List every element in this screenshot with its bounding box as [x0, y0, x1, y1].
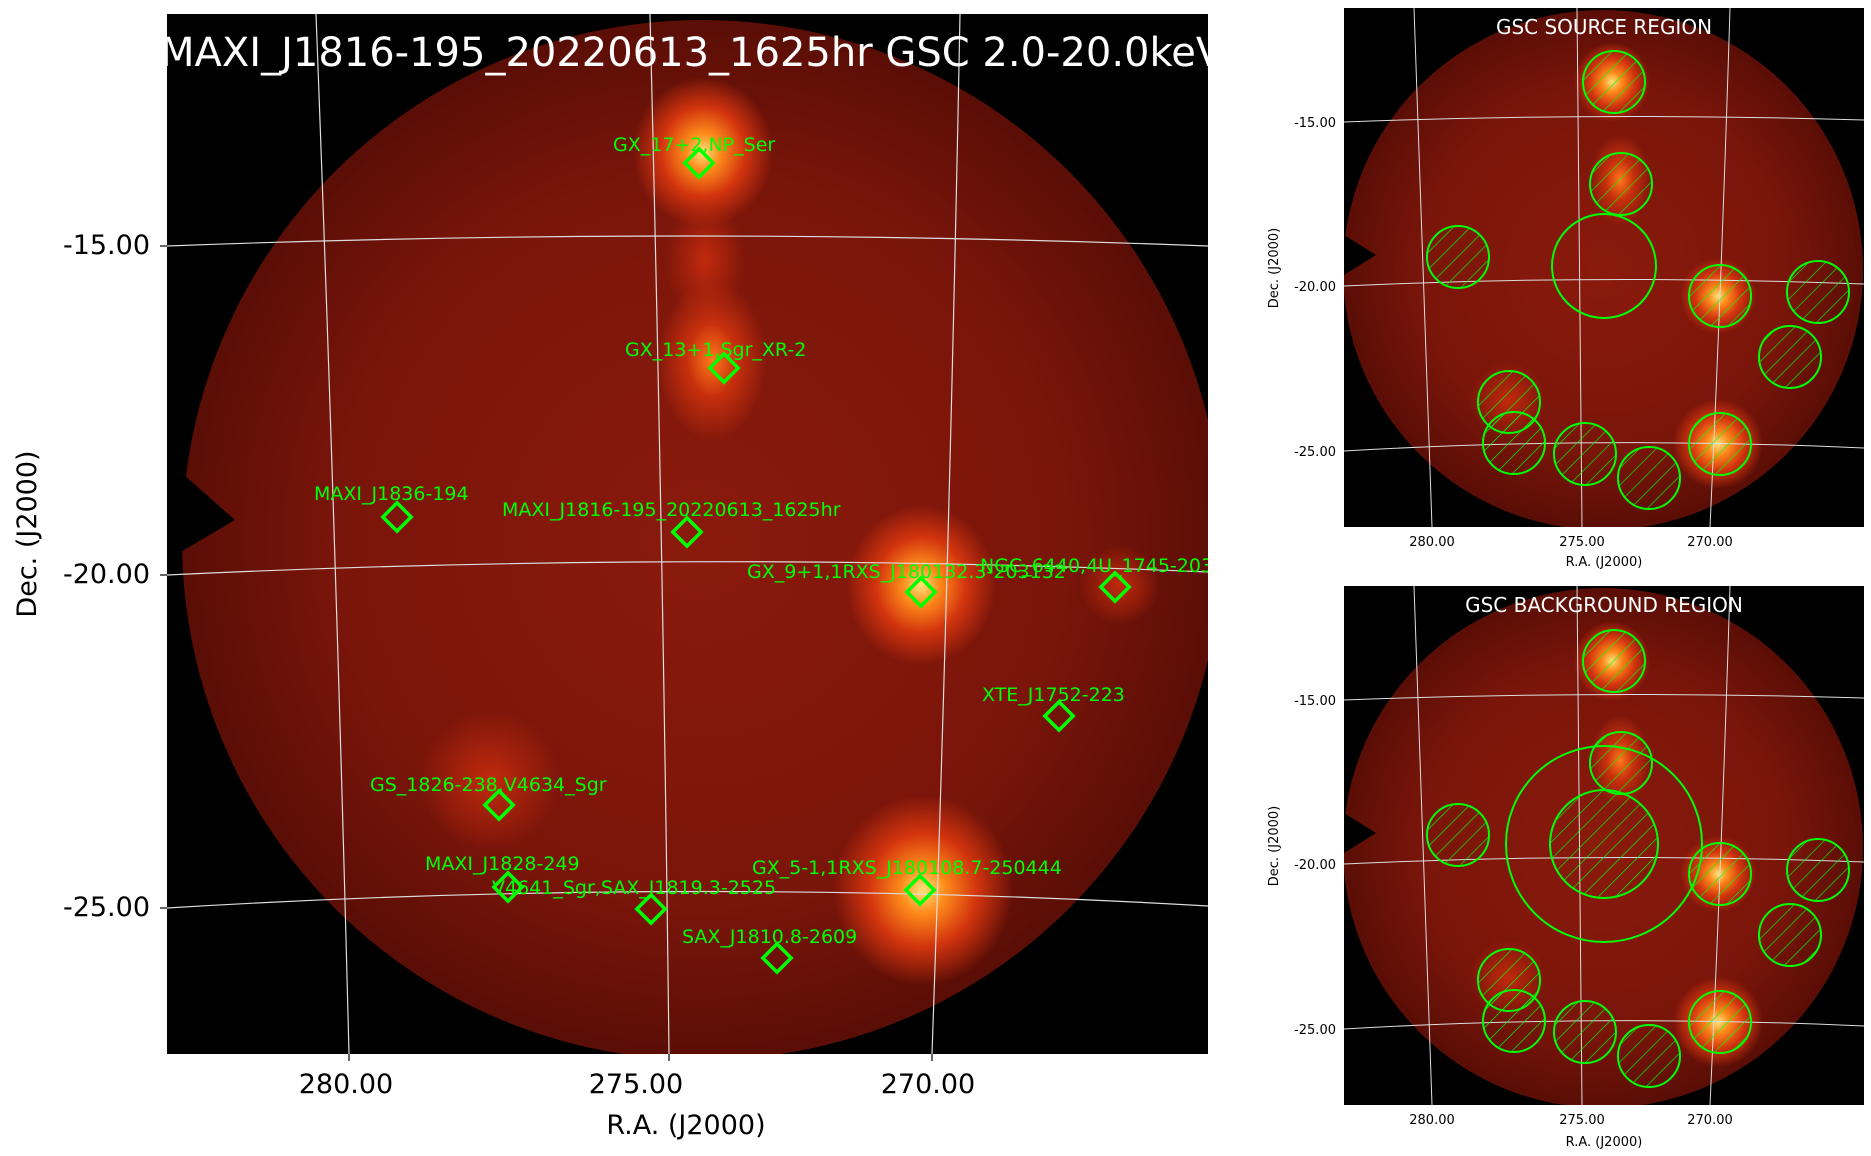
main-blob-ngc6440: [1080, 545, 1160, 625]
main-source-markers: [380, 146, 1132, 975]
background-inner-exclusion: [1549, 789, 1659, 899]
excluded-source-circle: [1589, 152, 1653, 216]
main-blob-gx5: [833, 795, 1013, 985]
y-tick-label: -15.00: [1294, 694, 1336, 709]
excluded-source-circle: [1426, 225, 1490, 289]
source-panel-y-axis-label: Dec. (J2000): [1267, 228, 1282, 308]
main-axis-ticks: [160, 245, 933, 1061]
source-panel-grid: [1344, 8, 1864, 527]
excluded-source-circle: [1617, 446, 1681, 510]
source-extraction-circle: [1551, 213, 1657, 319]
main-blob-gx9: [846, 505, 996, 665]
source-marker: [760, 941, 794, 975]
x-tick-label: 275.00: [589, 1069, 683, 1100]
main-source-labels: GX_17+2,NP_Ser GX_13+1,Sgr_XR-2 MAXI_J18…: [314, 134, 1291, 948]
y-tick-label: -20.00: [1294, 280, 1336, 295]
background-panel-title: GSC BACKGROUND REGION: [1465, 593, 1743, 617]
background-panel-regions: [1426, 629, 1850, 1088]
source-label: NGC_6440,4U_1745-203,H_1745: [980, 555, 1291, 577]
x-tick-label: 270.00: [1687, 535, 1733, 550]
x-tick-label: 275.00: [1559, 535, 1605, 550]
y-tick-label: -15.00: [1294, 116, 1336, 131]
y-tick-label: -25.00: [1294, 445, 1336, 460]
source-panel-regions: [1426, 50, 1850, 510]
excluded-source-circle: [1758, 903, 1822, 967]
main-coordinate-grid: [167, 14, 1208, 1054]
y-tick-label: -25.00: [63, 892, 150, 923]
source-marker: [707, 351, 741, 385]
excluded-source-circle: [1553, 422, 1617, 486]
y-tick-label: -20.00: [1294, 858, 1336, 873]
source-marker: [491, 870, 525, 904]
excluded-source-circle: [1688, 842, 1752, 906]
source-label: MAXI_J1836-194: [314, 483, 469, 505]
source-marker: [634, 892, 668, 926]
source-label: GS_1826-238,V4634_Sgr: [370, 774, 607, 796]
x-tick-label: 280.00: [299, 1069, 393, 1100]
source-panel-x-axis-label: R.A. (J2000): [1566, 555, 1643, 570]
excluded-source-circle: [1482, 989, 1546, 1053]
main-image-panel: GX_17+2,NP_Ser GX_13+1,Sgr_XR-2 MAXI_J18…: [12, 14, 1291, 1141]
background-region-panel: GSC BACKGROUND REGION -15.00 -20.00 -25.…: [1267, 586, 1864, 1150]
source-label: GX_17+2,NP_Ser: [613, 134, 775, 156]
excluded-source-circle: [1688, 412, 1752, 476]
source-panel-notch: [1344, 235, 1376, 275]
source-marker: [904, 575, 938, 609]
excluded-source-circle: [1758, 325, 1822, 389]
source-panel-title: GSC SOURCE REGION: [1496, 15, 1712, 39]
excluded-source-circle: [1688, 264, 1752, 328]
excluded-source-circle: [1582, 629, 1646, 693]
excluded-source-circle: [1688, 990, 1752, 1054]
background-panel-tick-labels: -15.00 -20.00 -25.00 280.00 275.00 270.0…: [1294, 694, 1733, 1128]
main-image-title: MAXI_J1816-195_20220613_1625hr GSC 2.0-2…: [160, 30, 1224, 76]
source-region-panel: GSC SOURCE REGION -15.00 -20.00 -25.00 2…: [1267, 8, 1864, 570]
source-panel-tick-labels: -15.00 -20.00 -25.00 280.00 275.00 270.0…: [1294, 116, 1733, 550]
source-label: GX_5-1,1RXS_J180108.7-250444: [752, 857, 1062, 879]
excluded-source-circle: [1582, 50, 1646, 114]
main-x-axis-label: R.A. (J2000): [606, 1110, 765, 1141]
excluded-source-circle: [1553, 1000, 1617, 1064]
main-tick-labels: -15.00 -20.00 -25.00 280.00 275.00 270.0…: [63, 230, 975, 1100]
source-label: MAXI_J1828-249: [425, 853, 580, 875]
source-marker: [380, 500, 414, 534]
y-tick-label: -25.00: [1294, 1023, 1336, 1038]
source-label: XTE_J1752-223: [982, 684, 1125, 706]
source-label: MAXI_J1816-195_20220613_1625hr: [502, 499, 841, 521]
excluded-source-circle: [1589, 731, 1653, 795]
y-tick-label: -20.00: [63, 559, 150, 590]
source-marker: [482, 788, 516, 822]
main-fov-notch: [167, 460, 235, 560]
source-marker: [1098, 570, 1132, 604]
main-blob-gs1826: [420, 710, 560, 850]
source-marker: [682, 146, 716, 180]
excluded-source-circle: [1617, 1024, 1681, 1088]
source-label: SAX_J1810.8-2609: [682, 926, 857, 948]
source-marker: [670, 515, 704, 549]
source-marker: [1042, 699, 1076, 733]
y-tick-label: -15.00: [63, 230, 150, 261]
x-tick-label: 270.00: [881, 1069, 975, 1100]
background-panel-y-axis-label: Dec. (J2000): [1267, 806, 1282, 886]
x-tick-label: 280.00: [1409, 1113, 1455, 1128]
source-marker: [903, 873, 937, 907]
source-label: GX_9+1,1RXS_J180132.3-203132: [747, 561, 1066, 583]
source-label: V4641_Sgr,SAX_J1819.3-2525: [492, 877, 776, 899]
excluded-source-circle: [1482, 411, 1546, 475]
x-tick-label: 280.00: [1409, 535, 1455, 550]
main-blob-gx13: [657, 280, 767, 440]
background-panel-notch: [1344, 813, 1376, 853]
main-y-axis-label: Dec. (J2000): [12, 450, 43, 617]
excluded-source-circle: [1786, 838, 1850, 902]
excluded-source-circle: [1426, 803, 1490, 867]
x-tick-label: 275.00: [1559, 1113, 1605, 1128]
excluded-source-circle: [1786, 260, 1850, 324]
x-tick-label: 270.00: [1687, 1113, 1733, 1128]
main-blob-ridge: [665, 200, 745, 320]
source-label: GX_13+1,Sgr_XR-2: [625, 339, 806, 361]
background-panel-x-axis-label: R.A. (J2000): [1566, 1135, 1643, 1150]
